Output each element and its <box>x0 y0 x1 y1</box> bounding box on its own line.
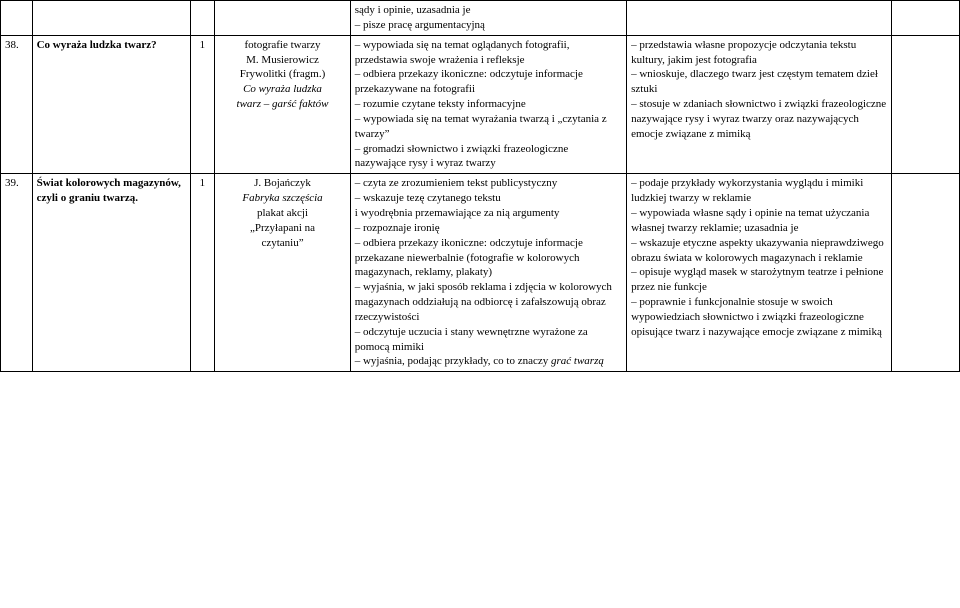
table-row: 39.Świat kolorowych magazynów, czyli o g… <box>1 174 960 372</box>
extra-cell <box>892 1 960 36</box>
table-row: 38.Co wyraża ludzka twarz?1fotografie tw… <box>1 35 960 174</box>
extra-cell <box>892 174 960 372</box>
topic-cell <box>32 1 190 36</box>
hours-cell: 1 <box>190 174 215 372</box>
hours-cell <box>190 1 215 36</box>
source-cell: J. BojańczykFabryka szczęściaplakat akcj… <box>215 174 350 372</box>
source-cell: fotografie twarzyM. MusierowiczFrywolitk… <box>215 35 350 174</box>
extra-cell <box>892 35 960 174</box>
outcomes-a-cell: – czyta ze zrozumieniem tekst publicysty… <box>350 174 626 372</box>
hours-cell: 1 <box>190 35 215 174</box>
topic-cell: Co wyraża ludzka twarz? <box>32 35 190 174</box>
row-number: 39. <box>1 174 33 372</box>
topic-cell: Świat kolorowych magazynów, czyli o gran… <box>32 174 190 372</box>
outcomes-a-cell: sądy i opinie, uzasadnia je– pisze pracę… <box>350 1 626 36</box>
table-row: sądy i opinie, uzasadnia je– pisze pracę… <box>1 1 960 36</box>
outcomes-a-cell: – wypowiada się na temat oglądanych foto… <box>350 35 626 174</box>
row-number: 38. <box>1 35 33 174</box>
outcomes-b-cell <box>627 1 892 36</box>
source-cell <box>215 1 350 36</box>
curriculum-table: sądy i opinie, uzasadnia je– pisze pracę… <box>0 0 960 372</box>
outcomes-b-cell: – podaje przykłady wykorzystania wyglądu… <box>627 174 892 372</box>
row-number <box>1 1 33 36</box>
outcomes-b-cell: – przedstawia własne propozycje odczytan… <box>627 35 892 174</box>
